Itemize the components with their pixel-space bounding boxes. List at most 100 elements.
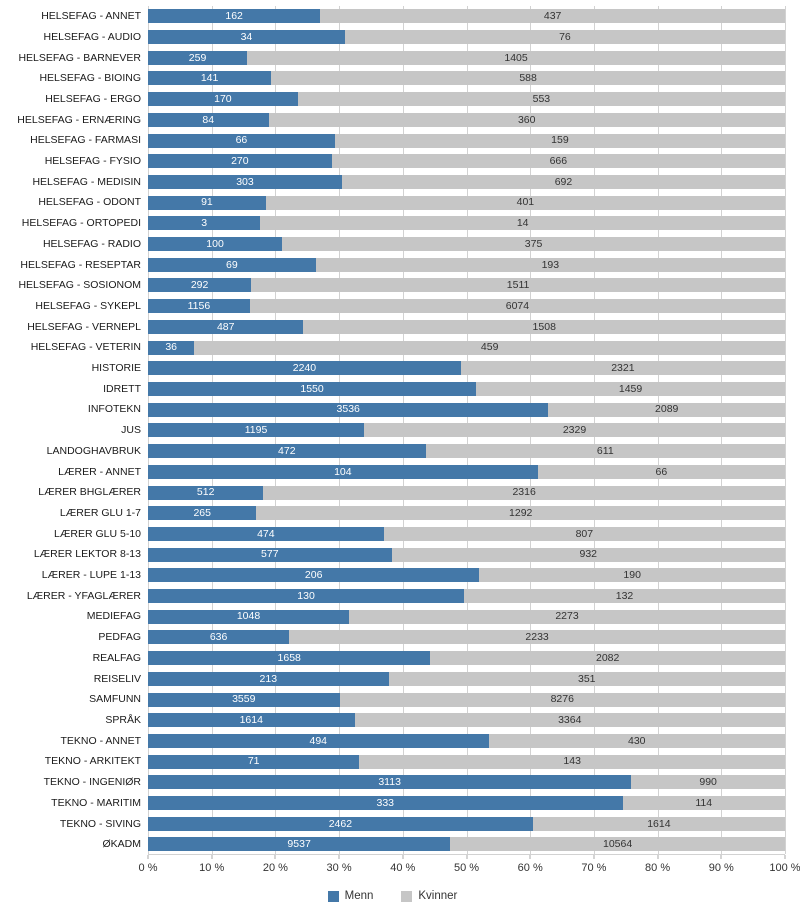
menn-value-label: 3559 bbox=[232, 693, 256, 706]
kvinner-value-label: 132 bbox=[615, 589, 634, 602]
menn-value-label: 130 bbox=[297, 589, 315, 602]
kvinner-value-label: 6074 bbox=[505, 299, 530, 312]
bar-track: 472 611 bbox=[148, 444, 785, 459]
bar-row: HELSEFAG - ERGO 170 553 bbox=[0, 89, 785, 110]
kvinner-segment: 10564 bbox=[450, 837, 785, 852]
kvinner-legend-swatch bbox=[401, 890, 413, 902]
menn-segment: 1195 bbox=[148, 423, 364, 438]
x-tick-mark bbox=[657, 855, 659, 859]
bar-track: 1614 3364 bbox=[148, 713, 785, 728]
bar-row: HELSEFAG - ODONT 91 401 bbox=[0, 192, 785, 213]
kvinner-value-label: 14 bbox=[516, 217, 529, 230]
bar-row: HELSEFAG - ORTOPEDI 3 14 bbox=[0, 213, 785, 234]
kvinner-segment: 66 bbox=[537, 464, 785, 479]
bar-row: TEKNO - INGENIØR 3113 990 bbox=[0, 772, 785, 793]
menn-value-label: 1048 bbox=[236, 610, 261, 623]
bar-row: MEDIEFAG 1048 2273 bbox=[0, 606, 785, 627]
category-label: LÆRER - ANNET bbox=[58, 465, 141, 478]
menn-segment: 270 bbox=[148, 154, 332, 169]
kvinner-value-label: 1511 bbox=[506, 279, 530, 292]
category-label: TEKNO - ANNET bbox=[60, 734, 141, 747]
bar-row: HELSEFAG - RESEPTAR 69 193 bbox=[0, 254, 785, 275]
category-label: MEDIEFAG bbox=[86, 610, 141, 623]
category-label: JUS bbox=[121, 424, 141, 437]
bar-track: 333 114 bbox=[148, 796, 785, 811]
category-label: HELSEFAG - ORTOPEDI bbox=[21, 217, 141, 230]
kvinner-value-label: 2316 bbox=[512, 486, 536, 499]
category-label: LÆRER - LUPE 1-13 bbox=[41, 569, 141, 582]
menn-segment: 333 bbox=[148, 796, 623, 811]
kvinner-value-label: 2089 bbox=[655, 403, 679, 416]
kvinner-value-label: 553 bbox=[532, 92, 551, 105]
category-label: HELSEFAG - BIOING bbox=[39, 72, 141, 85]
kvinner-value-label: 159 bbox=[551, 134, 569, 147]
x-tick-mark bbox=[274, 855, 276, 859]
menn-segment: 69 bbox=[148, 257, 316, 272]
bar-row: LANDOGHAVBRUK 472 611 bbox=[0, 441, 785, 462]
bar-track: 3559 8276 bbox=[148, 692, 785, 707]
bar-row: HELSEFAG - MEDISIN 303 692 bbox=[0, 172, 785, 193]
category-label: HELSEFAG - SOSIONOM bbox=[18, 279, 141, 292]
bar-track: 474 807 bbox=[148, 526, 785, 541]
menn-segment: 130 bbox=[148, 589, 465, 604]
menn-segment: 71 bbox=[148, 754, 360, 769]
kvinner-value-label: 375 bbox=[524, 237, 543, 250]
category-label: HELSEFAG - BARNEVER bbox=[18, 51, 141, 64]
bar-track: 1048 2273 bbox=[148, 609, 785, 624]
bar-track: 3 14 bbox=[148, 216, 785, 231]
category-label: LÆRER GLU 1-7 bbox=[59, 506, 141, 519]
bar-track: 512 2316 bbox=[148, 485, 785, 500]
menn-segment: 162 bbox=[148, 9, 321, 24]
x-tick-mark bbox=[784, 855, 786, 859]
bar-track: 2462 1614 bbox=[148, 816, 785, 831]
kvinner-value-label: 76 bbox=[559, 30, 571, 43]
bar-track: 1658 2082 bbox=[148, 651, 785, 666]
kvinner-legend-label: Kvinner bbox=[418, 890, 458, 902]
bar-track: 2240 2321 bbox=[148, 361, 785, 376]
category-label: REISELIV bbox=[93, 672, 141, 685]
menn-segment: 170 bbox=[148, 92, 298, 107]
bar-row: HELSEFAG - AUDIO 34 76 bbox=[0, 27, 785, 48]
kvinner-value-label: 10564 bbox=[603, 838, 633, 851]
menn-value-label: 2240 bbox=[292, 362, 317, 375]
bar-track: 100 375 bbox=[148, 237, 785, 252]
menn-segment: 141 bbox=[148, 71, 272, 86]
menn-value-label: 100 bbox=[206, 237, 224, 250]
x-tick-mark bbox=[529, 855, 531, 859]
menn-segment: 512 bbox=[148, 485, 264, 500]
x-tick-label: 50 % bbox=[453, 862, 480, 874]
kvinner-segment: 6074 bbox=[249, 299, 785, 314]
menn-value-label: 213 bbox=[259, 672, 278, 685]
bar-track: 3113 990 bbox=[148, 775, 785, 790]
kvinner-value-label: 2233 bbox=[525, 631, 549, 644]
category-label: INFOTEKN bbox=[87, 403, 141, 416]
bar-row: REISELIV 213 351 bbox=[0, 669, 785, 690]
menn-segment: 494 bbox=[148, 733, 489, 748]
legend: Menn Kvinner bbox=[0, 879, 785, 913]
kvinner-value-label: 114 bbox=[695, 796, 713, 809]
bar-row: INFOTEKN 3536 2089 bbox=[0, 399, 785, 420]
menn-value-label: 487 bbox=[216, 320, 235, 333]
kvinner-value-label: 143 bbox=[563, 755, 581, 768]
x-tick-label: 0 % bbox=[138, 862, 158, 874]
bar-track: 34 76 bbox=[148, 30, 785, 45]
x-tick-label: 30 % bbox=[326, 862, 352, 874]
menn-segment: 636 bbox=[148, 630, 290, 645]
kvinner-segment: 76 bbox=[344, 30, 785, 45]
x-tick-label: 80 % bbox=[645, 862, 671, 874]
x-tick-label: 10 % bbox=[199, 862, 225, 874]
kvinner-value-label: 1405 bbox=[504, 51, 528, 64]
x-tick-mark bbox=[720, 855, 722, 859]
kvinner-segment: 351 bbox=[388, 671, 785, 686]
kvinner-segment: 193 bbox=[315, 257, 785, 272]
bar-track: 84 360 bbox=[148, 112, 785, 127]
bar-row: IDRETT 1550 1459 bbox=[0, 379, 785, 400]
menn-value-label: 472 bbox=[278, 444, 296, 457]
kvinner-value-label: 932 bbox=[579, 548, 598, 561]
kvinner-segment: 14 bbox=[260, 216, 785, 231]
bar-row: HELSEFAG - BARNEVER 259 1405 bbox=[0, 47, 785, 68]
x-tick-label: 70 % bbox=[581, 862, 607, 874]
bar-track: 36 459 bbox=[148, 340, 785, 355]
bar-row: HELSEFAG - FYSIO 270 666 bbox=[0, 151, 785, 172]
menn-segment: 91 bbox=[148, 195, 266, 210]
